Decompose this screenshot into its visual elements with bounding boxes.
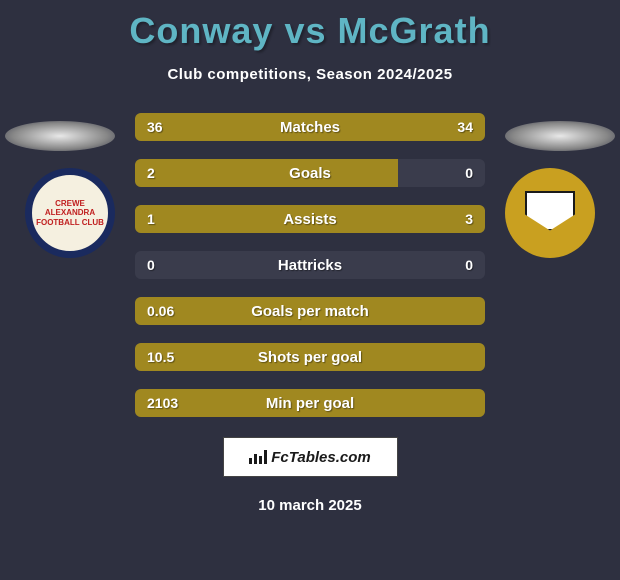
stat-label: Matches — [280, 119, 340, 136]
player2-name: McGrath — [338, 10, 491, 51]
stat-row: 1 3 Assists — [135, 205, 485, 233]
stat-row: 2 0 Goals — [135, 159, 485, 187]
content-area: CREWE ALEXANDRA FOOTBALL CLUB 36 34 Matche… — [0, 113, 620, 417]
shield-icon — [525, 191, 575, 231]
player1-name: Conway — [129, 10, 273, 51]
stats-container: 36 34 Matches 2 0 Goals 1 3 Assists 0 0 Hattricks 0.… — [135, 113, 485, 417]
comparison-title: Conway vs McGrath — [0, 0, 620, 52]
stat-bar-left — [135, 159, 398, 187]
club-logo-right — [505, 168, 595, 258]
stat-row: 0.06 Goals per match — [135, 297, 485, 325]
club-name-left: CREWE ALEXANDRA FOOTBALL CLUB — [32, 199, 108, 228]
stat-row: 0 0 Hattricks — [135, 251, 485, 279]
brand-text: FcTables.com — [271, 449, 370, 466]
ellipse-shadow-right — [505, 121, 615, 151]
stat-value-left: 2103 — [147, 395, 178, 411]
stat-label: Shots per goal — [258, 349, 362, 366]
stat-value-right: 3 — [465, 211, 473, 227]
season-subtitle: Club competitions, Season 2024/2025 — [0, 66, 620, 83]
stat-bar-right — [223, 205, 486, 233]
stat-row: 10.5 Shots per goal — [135, 343, 485, 371]
stat-label: Goals per match — [251, 303, 369, 320]
stat-value-left: 10.5 — [147, 349, 174, 365]
stat-label: Assists — [283, 211, 336, 228]
stat-label: Hattricks — [278, 257, 342, 274]
brand-logo[interactable]: FcTables.com — [223, 437, 398, 477]
stat-value-right: 0 — [465, 257, 473, 273]
stat-value-right: 34 — [457, 119, 473, 135]
stat-row: 2103 Min per goal — [135, 389, 485, 417]
stat-row: 36 34 Matches — [135, 113, 485, 141]
footer-date: 10 march 2025 — [0, 497, 620, 514]
stat-label: Goals — [289, 165, 331, 182]
stat-value-left: 0 — [147, 257, 155, 273]
stat-value-left: 1 — [147, 211, 155, 227]
stat-label: Min per goal — [266, 395, 354, 412]
chart-icon — [249, 450, 267, 464]
vs-text: vs — [284, 10, 326, 51]
ellipse-shadow-left — [5, 121, 115, 151]
stat-value-left: 36 — [147, 119, 163, 135]
club-logo-left: CREWE ALEXANDRA FOOTBALL CLUB — [25, 168, 115, 258]
stat-value-right: 0 — [465, 165, 473, 181]
stat-value-left: 2 — [147, 165, 155, 181]
stat-value-left: 0.06 — [147, 303, 174, 319]
